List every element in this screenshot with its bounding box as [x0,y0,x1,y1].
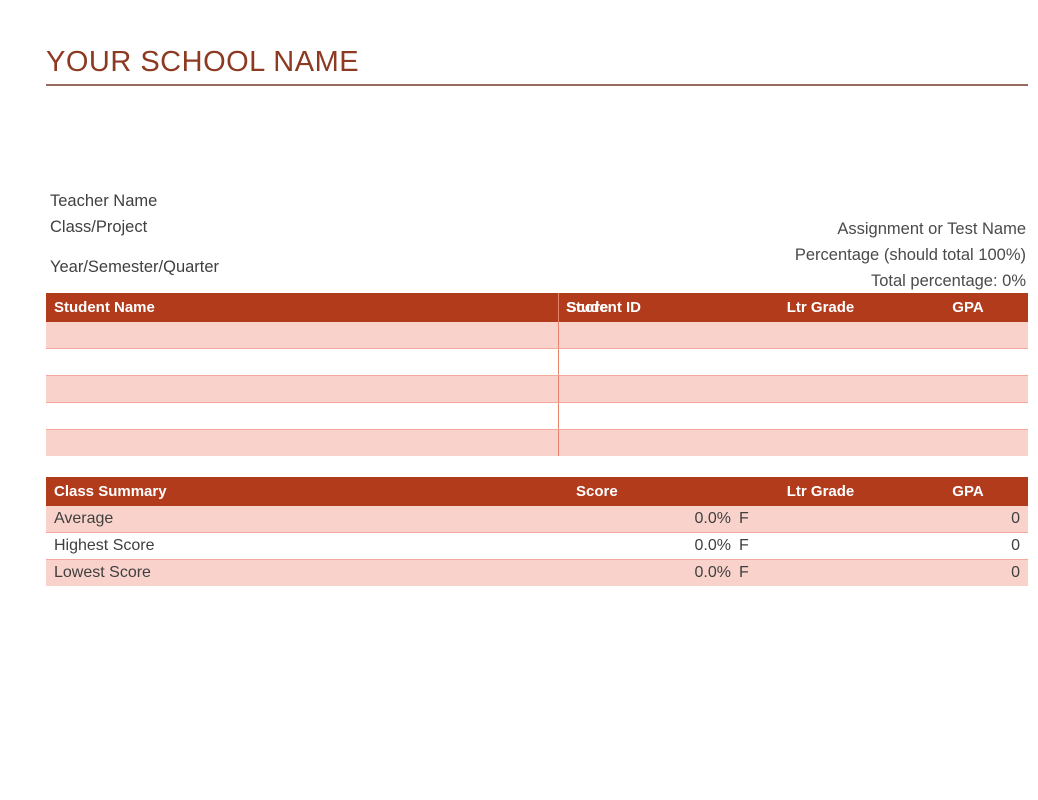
student-roster-table: Student Name Student ID Score Ltr Grade … [46,293,1028,456]
class-summary-table: Class Summary Score Ltr Grade GPA Averag… [46,477,1028,586]
summary-score: 0.0% [558,506,733,533]
summary-score: 0.0% [558,559,733,586]
table-row[interactable] [46,429,1028,456]
col-ltr-grade[interactable]: Ltr Grade [733,293,908,322]
col-class-summary: Class Summary [46,477,558,506]
cell-score[interactable] [557,375,733,403]
cell-score[interactable] [557,322,733,349]
title-divider [46,84,1028,86]
cell-gpa[interactable] [908,348,1028,376]
col-score[interactable]: Score [557,293,733,322]
cell-student-name[interactable] [46,402,558,430]
col-summary-score: Score [558,477,733,506]
page-header: YOUR SCHOOL NAME [46,44,1028,86]
cell-gpa[interactable] [908,322,1028,349]
cell-score[interactable] [557,402,733,430]
col-summary-ltr: Ltr Grade [733,477,908,506]
class-project-field[interactable]: Class/Project [50,218,148,236]
meta-spacer [50,240,219,254]
cell-score[interactable] [557,348,733,376]
summary-header-row: Class Summary Score Ltr Grade GPA [46,477,1028,506]
summary-gpa: 0 [908,506,1028,533]
summary-gpa: 0 [908,559,1028,586]
summary-ltr: F [733,506,908,533]
cell-gpa[interactable] [908,402,1028,430]
summary-row-highest: Highest Score 0.0% F 0 [46,532,1028,560]
percentage-note-label: Percentage (should total 100%) [794,246,1026,264]
meta-right-block: Assignment or Test Name Percentage (shou… [795,216,1026,294]
cell-ltr-grade[interactable] [733,322,908,349]
summary-label: Lowest Score [46,559,558,586]
summary-label: Highest Score [46,532,558,560]
cell-ltr-grade[interactable] [733,348,908,376]
roster-header-row: Student Name Student ID Score Ltr Grade … [46,293,1028,322]
col-summary-gpa: GPA [908,477,1028,506]
assignment-name-field[interactable]: Assignment or Test Name [837,220,1026,238]
cell-ltr-grade[interactable] [733,429,908,456]
cell-ltr-grade[interactable] [733,375,908,403]
col-student-name[interactable]: Student Name [46,293,558,322]
cell-ltr-grade[interactable] [733,402,908,430]
page-title: YOUR SCHOOL NAME [46,46,360,78]
cell-student-name[interactable] [46,322,558,349]
cell-student-name[interactable] [46,375,558,403]
cell-student-name[interactable] [46,348,558,376]
table-row[interactable] [46,375,1028,403]
meta-info: Teacher Name Class/Project Year/Semester… [0,188,1038,290]
cell-gpa[interactable] [908,429,1028,456]
summary-row-average: Average 0.0% F 0 [46,506,1028,533]
summary-ltr: F [733,559,908,586]
summary-gpa: 0 [908,532,1028,560]
table-row[interactable] [46,348,1028,376]
col-gpa[interactable]: GPA [908,293,1028,322]
cell-student-name[interactable] [46,429,558,456]
cell-gpa[interactable] [908,375,1028,403]
summary-label: Average [46,506,558,533]
table-row[interactable] [46,322,1028,349]
summary-score: 0.0% [558,532,733,560]
summary-ltr: F [733,532,908,560]
summary-row-lowest: Lowest Score 0.0% F 0 [46,559,1028,586]
year-semester-quarter-field[interactable]: Year/Semester/Quarter [50,258,220,276]
teacher-name-field[interactable]: Teacher Name [50,192,158,210]
cell-score[interactable] [557,429,733,456]
table-row[interactable] [46,402,1028,430]
roster-body [46,322,1028,456]
meta-left-block: Teacher Name Class/Project Year/Semester… [50,188,219,280]
total-percentage-value: Total percentage: 0% [870,272,1026,290]
summary-body: Average 0.0% F 0 Highest Score 0.0% F 0 … [46,506,1028,586]
